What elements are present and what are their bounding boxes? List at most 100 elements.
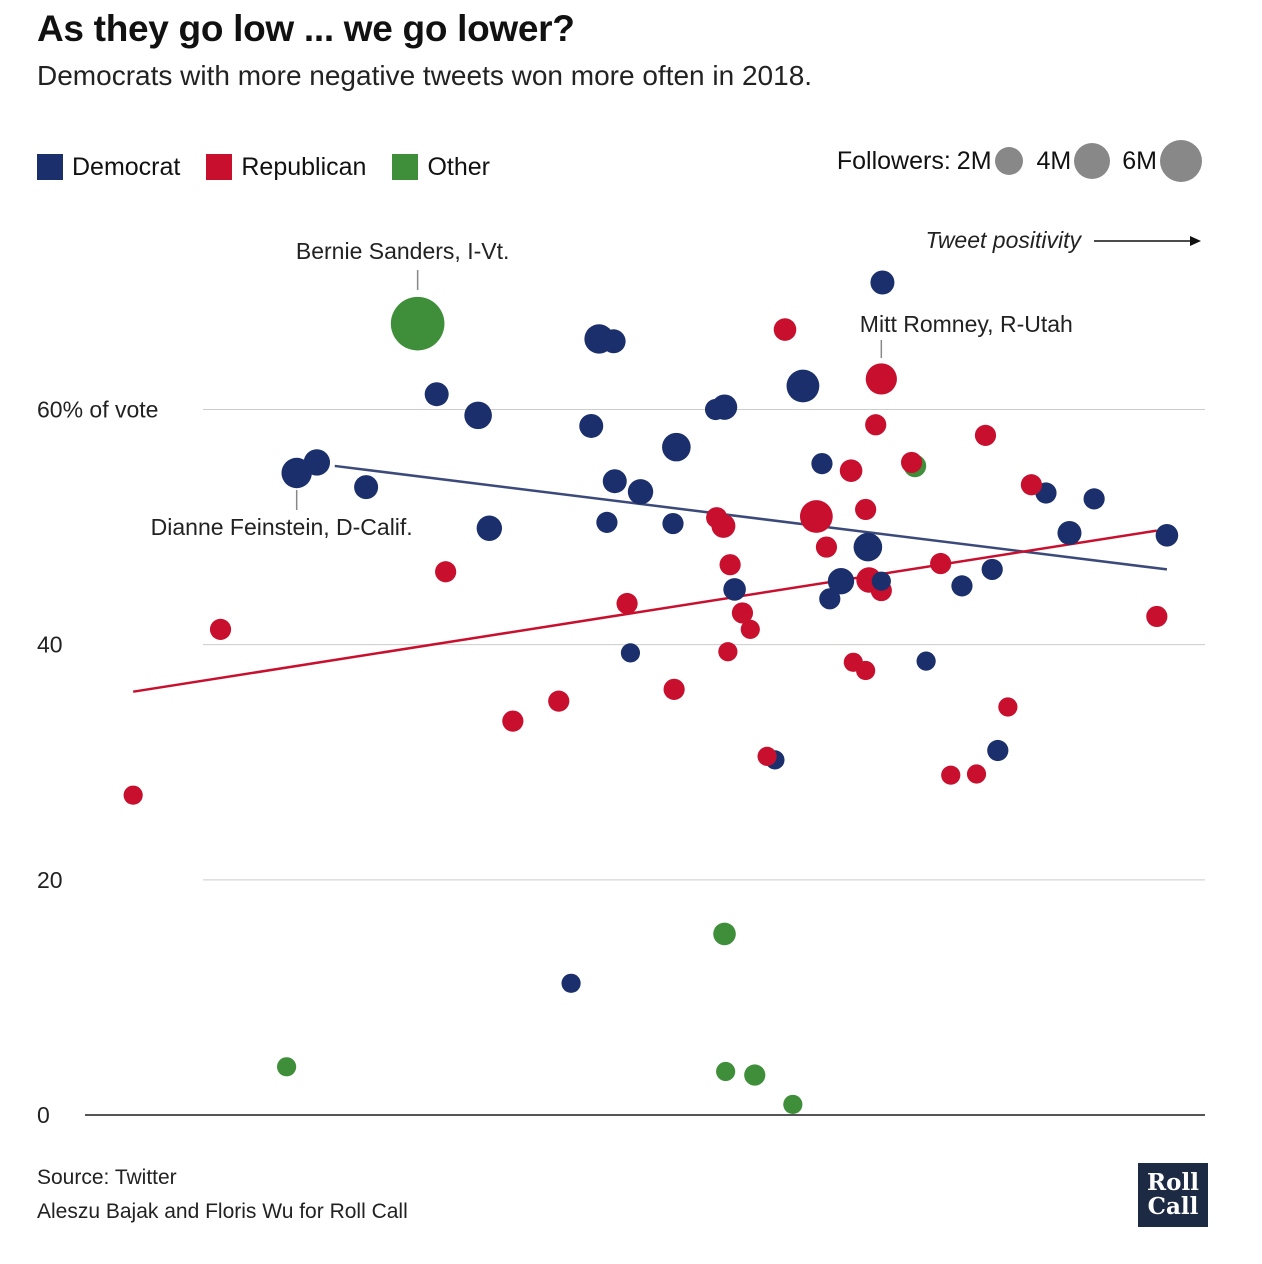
point-democrat (916, 651, 936, 671)
point-republican (740, 619, 760, 639)
size-legend-item-2m: 2M (957, 147, 1037, 176)
size-legend-prefix: Followers: (836, 146, 951, 175)
size-label-4m: 4M (1036, 146, 1072, 175)
y-tick-label: 20 (37, 867, 63, 893)
point-democrat (476, 515, 503, 541)
point-democrat (601, 329, 626, 354)
legend-item-other: Other (392, 153, 490, 182)
logo-line-1: Roll (1147, 1169, 1199, 1196)
point-democrat (981, 558, 1003, 581)
point-democrat (1155, 524, 1179, 547)
legend-item-republican: Republican (206, 153, 366, 182)
legend-label-democrat: Democrat (72, 152, 181, 181)
point-democrat (723, 578, 746, 601)
size-dot-2m (994, 147, 1023, 175)
size-label-6m: 6M (1122, 146, 1157, 175)
point-democrat (596, 511, 618, 533)
point-republican (757, 746, 777, 766)
point-democrat (871, 571, 891, 591)
source-note: Source: Twitter (37, 1166, 177, 1189)
point-republican (855, 498, 877, 521)
party-legend: Democrat Republican Other (37, 150, 516, 184)
point-democrat (579, 413, 604, 438)
point-republican (865, 414, 887, 436)
point-republican (930, 552, 952, 575)
trend-line-democrat (334, 464, 1168, 571)
point-democrat (704, 398, 727, 421)
y-tick-label: 60% of vote (37, 397, 158, 423)
point-republican (706, 507, 728, 529)
point-republican (663, 678, 685, 700)
point-democrat (620, 643, 641, 663)
size-dot-6m (1160, 140, 1202, 182)
gridlines (85, 409, 1205, 1116)
point-democrat (303, 449, 331, 476)
point-republican (123, 785, 143, 805)
y-tick-label: 0 (37, 1102, 50, 1128)
point-democrat (602, 469, 627, 494)
point-republican (1020, 474, 1042, 496)
point-democrat (627, 479, 654, 505)
point-republican (974, 424, 997, 446)
point-other (716, 1061, 736, 1082)
point-democrat (853, 532, 883, 562)
point-republican (941, 765, 961, 785)
point-democrat (819, 588, 841, 610)
trend-lines (132, 464, 1168, 693)
chart-subtitle: Democrats with more negative tweets won … (37, 60, 813, 91)
credit-note: Aleszu Bajak and Floris Wu for Roll Call (37, 1200, 408, 1223)
annotation-romney: Mitt Romney, R-Utah (860, 311, 1073, 337)
point-democrat (870, 270, 895, 295)
followers-size-legend: Followers: 2M 4M 6M (837, 138, 1202, 184)
point-republican (900, 451, 923, 474)
x-axis-label: Tweet positivity (925, 227, 1082, 253)
point-other (277, 1057, 297, 1077)
point-republican (502, 710, 524, 732)
logo-line-2: Call (1147, 1193, 1199, 1220)
size-dot-4m (1074, 143, 1111, 179)
y-tick-label: 40 (37, 632, 63, 658)
point-other (744, 1064, 766, 1086)
point-democrat (662, 432, 691, 462)
point-democrat (464, 401, 492, 430)
democrat-swatch (37, 154, 63, 180)
point-democrat (1083, 488, 1105, 510)
point-democrat (424, 382, 449, 407)
data-points (123, 270, 1179, 1115)
legend-label-other: Other (427, 152, 490, 181)
point-democrat (662, 512, 684, 535)
point-democrat (827, 567, 855, 595)
point-other (783, 1094, 803, 1115)
point-republican (998, 697, 1018, 717)
point-other (390, 296, 445, 351)
point-republican (815, 536, 838, 558)
point-republican (1146, 605, 1168, 628)
point-republican (865, 363, 897, 395)
point-republican (731, 602, 754, 624)
annotation-feinstein: Dianne Feinstein, D-Calif. (151, 514, 413, 540)
point-democrat (987, 739, 1009, 762)
x-axis-arrow-head (1190, 236, 1201, 246)
point-republican (856, 660, 876, 681)
legend-label-republican: Republican (241, 152, 367, 181)
point-republican (616, 592, 638, 615)
point-democrat (786, 369, 820, 403)
point-republican (548, 690, 570, 712)
roll-call-logo: Roll Call (1138, 1163, 1208, 1227)
axis-labels: 0 20 40 60% of vote Tweet positivity (37, 227, 1201, 1128)
annotation-sanders: Bernie Sanders, I-Vt. (296, 238, 510, 264)
point-republican (773, 318, 797, 341)
trend-line-republican (132, 529, 1158, 693)
other-swatch (392, 154, 419, 180)
republican-swatch (206, 154, 233, 180)
point-democrat (951, 575, 973, 597)
point-republican (799, 500, 833, 533)
size-legend-item-4m: 4M (1037, 143, 1123, 179)
point-republican (719, 554, 741, 576)
point-democrat (561, 973, 581, 993)
point-democrat (811, 452, 833, 475)
point-republican (718, 642, 738, 662)
size-legend-item-6m: 6M (1122, 140, 1202, 182)
legend-item-democrat: Democrat (37, 153, 180, 182)
